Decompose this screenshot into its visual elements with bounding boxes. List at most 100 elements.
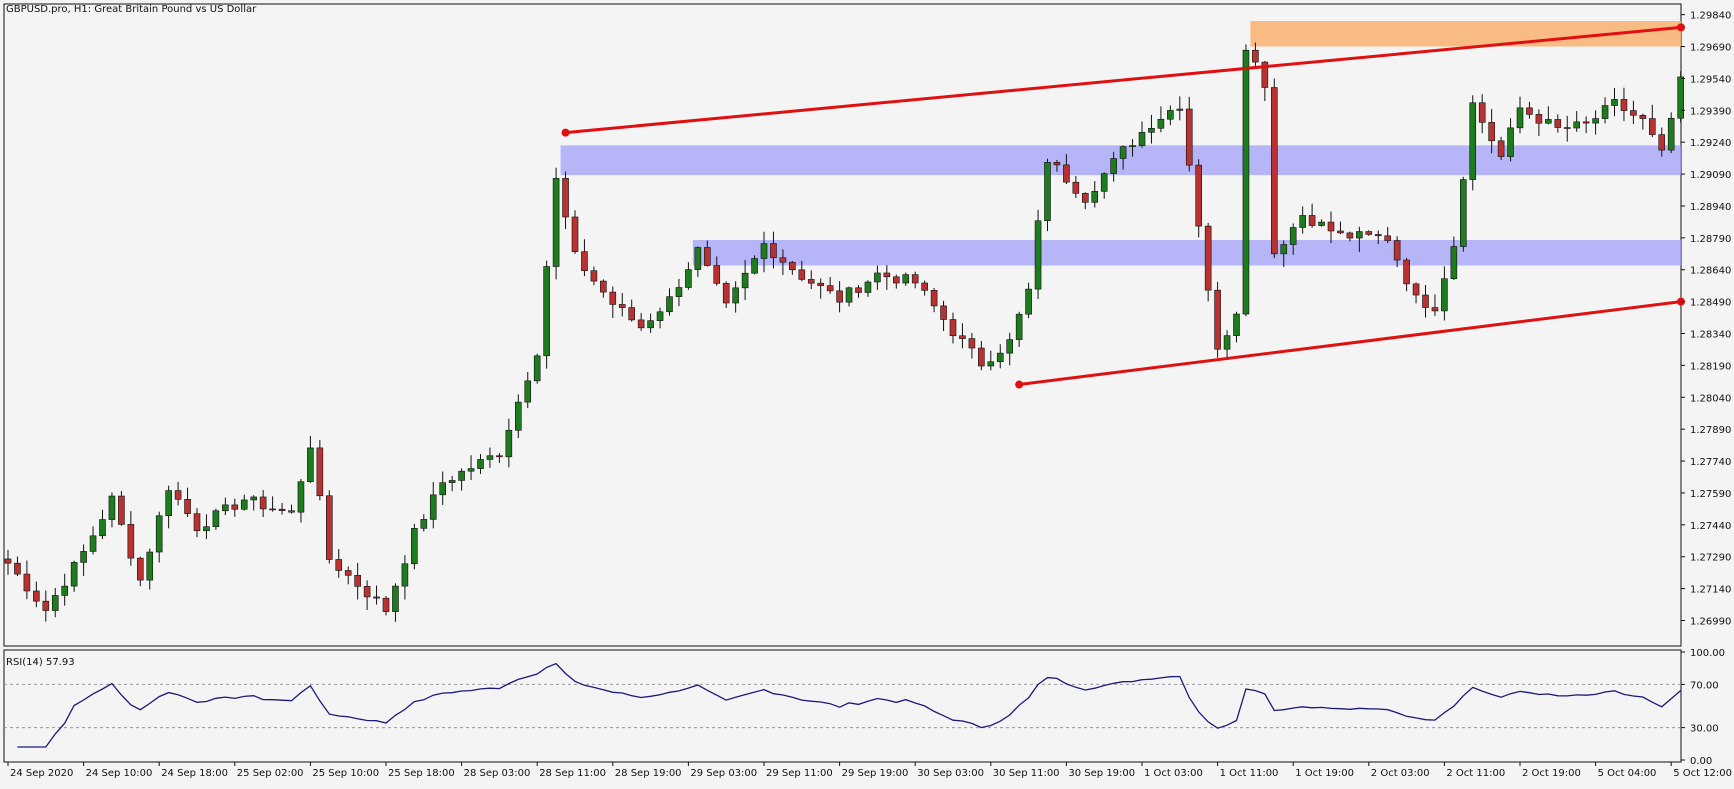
candle-body	[883, 272, 891, 278]
candle-body	[817, 282, 825, 286]
candle-body	[42, 600, 50, 611]
candle-body	[259, 496, 267, 510]
x-tick-label: 25 Sep 18:00	[388, 768, 455, 779]
candle-body	[1280, 244, 1288, 255]
y-tick-label: 1.29690	[1690, 43, 1731, 54]
candle-body	[14, 562, 21, 575]
y-tick-label: 1.28490	[1690, 298, 1731, 309]
x-tick-label: 1 Oct 19:00	[1295, 768, 1354, 779]
candle-body	[1431, 307, 1439, 312]
y-tick-label: 1.28790	[1690, 234, 1731, 245]
candle-body	[968, 338, 976, 349]
candle-body	[845, 287, 853, 303]
candle-body	[1053, 162, 1061, 166]
candle-body	[1148, 127, 1155, 133]
candle-body	[1384, 235, 1391, 241]
candle-body	[127, 524, 135, 559]
candle-body	[89, 535, 97, 552]
candle-body	[1535, 114, 1543, 124]
candle-body	[1138, 132, 1146, 146]
candle-body	[864, 281, 872, 293]
candle-body	[1573, 121, 1580, 129]
candle-body	[996, 352, 1004, 363]
chart-title: GBPUSD.pro, H1: Great Britain Pound vs U…	[6, 4, 257, 15]
candle-body	[921, 282, 928, 291]
candle-body	[1110, 158, 1117, 174]
candle-body	[288, 510, 295, 513]
candle-body	[1157, 118, 1165, 129]
candle-body	[1677, 76, 1684, 119]
candle-body	[448, 480, 456, 483]
x-tick-label: 1 Oct 11:00	[1220, 768, 1279, 779]
candle-body	[930, 290, 938, 307]
rsi-label: RSI(14) 57.93	[6, 657, 75, 668]
candle-body	[1450, 246, 1458, 280]
candle-body	[1261, 61, 1269, 88]
candle-body	[543, 266, 550, 357]
candle-body	[439, 482, 447, 496]
candle-body	[666, 296, 673, 313]
candle-body	[902, 274, 910, 284]
x-tick-label: 1 Oct 03:00	[1144, 768, 1203, 779]
x-tick-label: 29 Sep 03:00	[690, 768, 757, 779]
candle-body	[420, 519, 428, 529]
candle-body	[477, 459, 484, 469]
candle-body	[51, 595, 59, 611]
candle-body	[1271, 87, 1278, 255]
candle-body	[703, 247, 711, 266]
y-tick-label: 1.28190	[1690, 361, 1731, 372]
x-tick-label: 2 Oct 19:00	[1522, 768, 1581, 779]
candle-body	[562, 178, 569, 218]
candle-body	[80, 551, 87, 563]
x-tick-label: 2 Oct 11:00	[1446, 768, 1505, 779]
candle-body	[155, 515, 163, 553]
candle-body	[552, 178, 560, 267]
rsi-tick-label: 100.00	[1690, 648, 1725, 659]
rsi-tick-label: 30.00	[1690, 724, 1719, 735]
candle-body	[297, 481, 305, 513]
candle-body	[685, 269, 692, 288]
candle-body	[250, 496, 257, 501]
candle-body	[1308, 215, 1316, 226]
candle-body	[1374, 234, 1382, 237]
y-tick-label: 1.29540	[1690, 74, 1731, 85]
candle-body	[807, 279, 815, 284]
candle-body	[505, 429, 513, 458]
candle-body	[722, 283, 730, 304]
candle-body	[1223, 335, 1231, 350]
candle-body	[33, 590, 40, 602]
trendline-endpoint	[561, 128, 570, 137]
candle-body	[1478, 102, 1486, 123]
candle-body	[826, 285, 834, 292]
candle-body	[1072, 181, 1080, 194]
candle-body	[1167, 110, 1174, 120]
candle-body	[675, 287, 683, 297]
candle-body	[874, 272, 881, 283]
trendline	[565, 25, 1682, 135]
candle-body	[401, 563, 409, 587]
candle-body	[1356, 231, 1363, 239]
candle-body	[1441, 278, 1448, 312]
candle-body	[429, 494, 437, 520]
candle-body	[514, 401, 522, 431]
candle-body	[1289, 227, 1297, 245]
candle-body	[741, 272, 749, 289]
candle-body	[1649, 118, 1656, 135]
x-tick-label: 30 Sep 11:00	[993, 768, 1060, 779]
x-tick-label: 25 Sep 10:00	[312, 768, 379, 779]
y-tick-label: 1.27740	[1690, 457, 1731, 468]
candle-body	[533, 355, 541, 382]
candle-body	[637, 319, 645, 329]
candle-body	[61, 585, 69, 596]
candle-body	[240, 499, 248, 510]
candle-body	[789, 261, 796, 271]
candle-body	[165, 490, 172, 517]
candle-body	[278, 508, 286, 511]
x-tick-label: 29 Sep 11:00	[766, 768, 833, 779]
candle-body	[836, 290, 843, 303]
candle-body	[486, 455, 494, 460]
candle-body	[467, 468, 475, 472]
candle-body	[1318, 221, 1325, 226]
candle-body	[1063, 164, 1070, 183]
x-tick-label: 5 Oct 12:00	[1673, 768, 1732, 779]
